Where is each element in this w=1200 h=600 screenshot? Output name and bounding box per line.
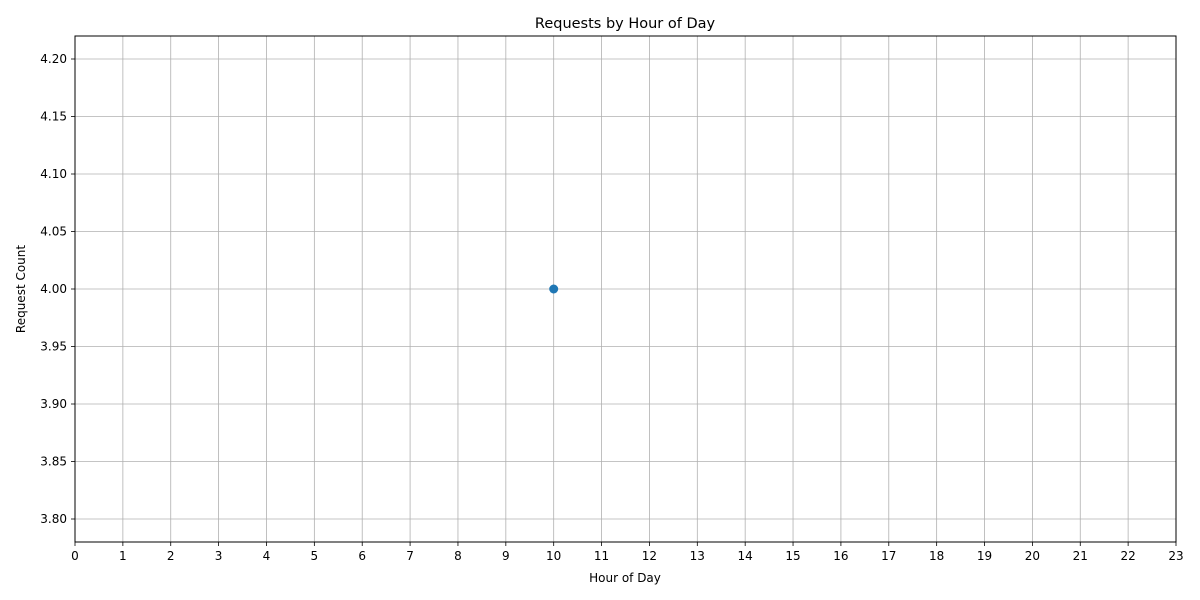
x-tick-label: 21: [1073, 549, 1088, 563]
y-tick-label: 4.00: [40, 282, 67, 296]
y-tick-label: 4.20: [40, 52, 67, 66]
y-axis-ticks: 3.80 3.85 3.90 3.95 4.00 4.05 4.10 4.15 4.20: [40, 52, 75, 526]
x-tick-label: 19: [977, 549, 992, 563]
x-tick-label: 15: [785, 549, 800, 563]
data-point: [549, 284, 559, 294]
y-tick-label: 4.05: [40, 225, 67, 239]
y-axis-label: Request Count: [14, 245, 28, 333]
chart-title: Requests by Hour of Day: [535, 16, 716, 32]
x-axis-label: Hour of Day: [589, 571, 661, 585]
x-tick-label: 5: [311, 549, 319, 563]
x-tick-label: 17: [881, 549, 896, 563]
x-tick-label: 13: [690, 549, 705, 563]
x-tick-label: 0: [71, 549, 79, 563]
x-tick-label: 12: [642, 549, 657, 563]
x-tick-label: 20: [1025, 549, 1040, 563]
x-tick-label: 22: [1120, 549, 1135, 563]
x-tick-label: 6: [358, 549, 366, 563]
x-tick-label: 2: [167, 549, 175, 563]
y-tick-label: 4.10: [40, 167, 67, 181]
x-tick-label: 14: [738, 549, 753, 563]
y-tick-label: 3.80: [40, 512, 67, 526]
x-tick-label: 7: [406, 549, 414, 563]
x-tick-label: 3: [215, 549, 223, 563]
x-tick-label: 23: [1168, 549, 1183, 563]
x-axis-ticks: 0 1 2 3 4 5 6 7 8 9 10 11 12 13 14 15 16 17 18 19 20 21 22 23: [71, 542, 1184, 563]
y-tick-label: 3.95: [40, 340, 67, 354]
x-tick-label: 1: [119, 549, 127, 563]
x-tick-label: 9: [502, 549, 510, 563]
grid: [74, 36, 1177, 542]
y-tick-label: 3.90: [40, 397, 67, 411]
y-tick-label: 4.15: [40, 110, 67, 124]
series-layer: [549, 284, 559, 294]
x-tick-label: 10: [546, 549, 561, 563]
x-tick-label: 16: [833, 549, 848, 563]
y-tick-label: 3.85: [40, 455, 67, 469]
x-tick-label: 18: [929, 549, 944, 563]
x-tick-label: 8: [454, 549, 462, 563]
x-tick-label: 4: [263, 549, 271, 563]
x-tick-label: 11: [594, 549, 609, 563]
